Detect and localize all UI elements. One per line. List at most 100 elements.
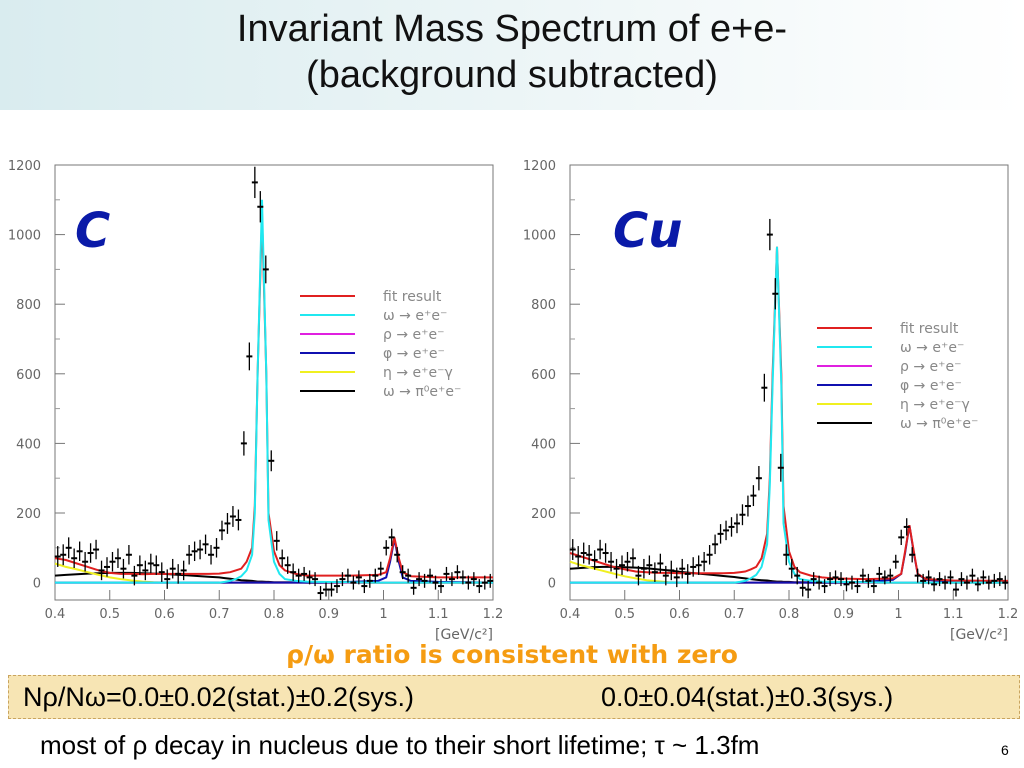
data-point [394, 547, 401, 563]
data-point [673, 567, 680, 588]
data-point [366, 573, 373, 588]
data-point [887, 568, 894, 583]
footer-note: most of ρ decay in nucleus due to their … [40, 730, 760, 760]
data-point [739, 504, 746, 526]
data-point [82, 551, 89, 572]
x-tick-label: 0.4 [45, 607, 66, 622]
data-point [290, 563, 297, 581]
data-point [109, 551, 116, 572]
data-point [301, 566, 308, 581]
data-point [76, 541, 83, 562]
result-carbon: Nρ/Nω=0.0±0.02(stat.)±0.2(sys.) [23, 682, 414, 712]
x-unit-label: [GeV/c²] [435, 627, 493, 643]
data-point [147, 553, 154, 574]
data-point [120, 558, 127, 579]
data-point [619, 555, 626, 575]
x-tick-label: 0.4 [560, 607, 581, 622]
y-tick-label: 600 [531, 368, 556, 383]
data-point [613, 558, 620, 579]
data-point [136, 555, 143, 575]
plot-frame [54, 164, 494, 601]
data-point [262, 255, 269, 284]
data-point [65, 537, 72, 559]
y-tick-label: 0 [548, 577, 556, 592]
title-line-1: Invariant Mass Spectrum of e+e- [236, 8, 788, 50]
data-point [104, 557, 111, 577]
data-point [164, 569, 171, 589]
y-tick-label: 400 [531, 437, 556, 452]
data-point [629, 548, 636, 568]
data-point [996, 572, 1003, 587]
carbon-mass-spectrum-chart: C 0 200 400 600 800 1000 1200 0.4 0.5 0.6 0.7 0.8 0.… [8, 159, 504, 643]
data-point [158, 562, 165, 582]
x-tick-label: 0.7 [724, 607, 745, 622]
legend-label: φ → e⁺e⁻ [900, 378, 962, 394]
data-point [958, 572, 965, 587]
y-tick-label: 600 [16, 368, 41, 383]
data-point [131, 565, 138, 586]
data-point [312, 572, 319, 587]
legend-label: ρ → e⁺e⁻ [383, 327, 445, 343]
data-point [805, 580, 812, 599]
x-tick-label: 1.2 [483, 607, 504, 622]
x-tick-label: 1.2 [998, 607, 1019, 622]
data-point [350, 575, 357, 590]
data-point [476, 579, 483, 594]
data-point [931, 577, 938, 592]
data-point [695, 555, 702, 575]
data-point [799, 579, 806, 597]
data-point [783, 544, 790, 566]
data-point [459, 570, 466, 585]
data-point [235, 509, 242, 531]
data-point [344, 568, 351, 583]
data-point [608, 551, 615, 572]
data-point [651, 562, 658, 582]
data-point [750, 485, 757, 507]
data-point [974, 577, 981, 592]
data-point [580, 542, 587, 564]
legend-label: fit result [383, 289, 442, 305]
data-point [410, 580, 417, 595]
series-curve-omega [570, 246, 1008, 584]
data-point [646, 555, 653, 575]
data-point [377, 561, 384, 576]
y-tick-label: 1000 [8, 229, 41, 244]
data-point [657, 553, 664, 574]
data-point [865, 573, 872, 588]
data-point [328, 582, 335, 597]
data-point [405, 568, 412, 583]
data-point [470, 572, 477, 587]
data-point [284, 556, 291, 574]
x-tick-label: 0.5 [614, 607, 635, 622]
data-point [591, 550, 598, 570]
y-tick-label: 800 [16, 298, 41, 313]
y-tick-label: 0 [33, 577, 41, 592]
data-point [744, 495, 751, 517]
data-point [690, 557, 697, 577]
data-point [142, 560, 149, 581]
data-point [218, 520, 225, 541]
panel-label: C [75, 203, 110, 259]
data-point [448, 572, 455, 587]
data-point [399, 565, 406, 580]
x-tick-label: 0.6 [154, 607, 175, 622]
data-point [372, 568, 379, 583]
result-copper: 0.0±0.04(stat.)±0.3(sys.) [601, 682, 894, 712]
data-point [333, 579, 340, 594]
x-tick-label: 0.9 [833, 607, 854, 622]
legend-label: ω → e⁺e⁻ [900, 340, 964, 356]
data-point [295, 568, 302, 583]
data-point [454, 565, 461, 580]
data-point [487, 573, 494, 588]
legend-label: ω → e⁺e⁻ [383, 308, 447, 324]
data-point [186, 545, 193, 565]
x-tick-label: 1.1 [943, 607, 964, 622]
data-point [772, 278, 779, 310]
data-point [602, 543, 609, 563]
data-point [569, 539, 576, 560]
data-point [624, 551, 631, 572]
data-point [279, 549, 286, 567]
data-point [717, 524, 724, 544]
data-point [859, 568, 866, 583]
data-point [892, 554, 899, 569]
